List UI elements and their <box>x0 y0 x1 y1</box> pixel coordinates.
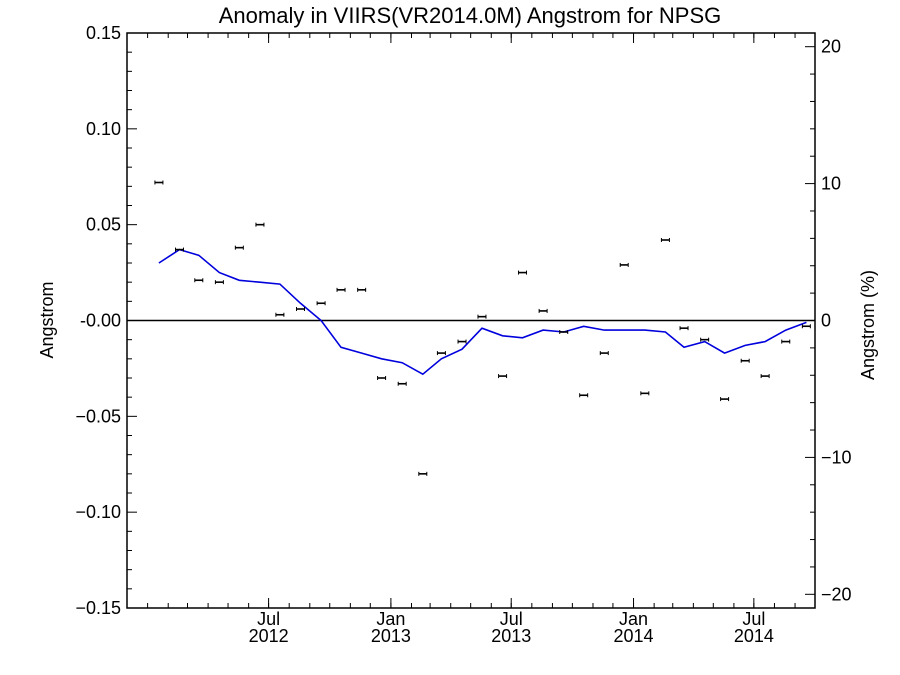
y-tick-label: 0.10 <box>86 119 121 139</box>
x-tick-label-year: 2014 <box>614 626 654 646</box>
x-tick-label-year: 2013 <box>491 626 531 646</box>
x-tick-label-month: Jan <box>619 609 648 629</box>
y-right-tick-label: −10 <box>821 447 852 467</box>
x-tick-label-month: Jan <box>376 609 405 629</box>
series-line <box>158 248 807 376</box>
plot-area: 0.15 0.10 0.05 -0.00 −0.05 −0.10 −0.15 20 10 0 −10… <box>75 23 851 646</box>
y-right-tick-label: 20 <box>821 37 841 57</box>
y-right-tick-label: 0 <box>821 311 831 331</box>
x-tick-label-year: 2013 <box>371 626 411 646</box>
y-tick-label: −0.15 <box>75 598 121 618</box>
y-right-axis-label: Angstrom (%) <box>858 270 878 380</box>
x-tick-label-month: Jul <box>742 609 765 629</box>
x-tick-label-year: 2014 <box>734 626 774 646</box>
y-right-tick-label: −20 <box>821 584 852 604</box>
y-tick-label: −0.10 <box>75 502 121 522</box>
y-tick-label: -0.00 <box>80 311 121 331</box>
y-axis-label: Angstrom <box>37 281 57 358</box>
x-tick-label-month: Jul <box>500 609 523 629</box>
y-tick-label: 0.05 <box>86 215 121 235</box>
y-tick-label: 0.15 <box>86 23 121 43</box>
x-tick-label-year: 2012 <box>249 626 289 646</box>
x-tick-label-month: Jul <box>257 609 280 629</box>
chart-title: Anomaly in VIIRS(VR2014.0M) Angstrom for… <box>219 3 722 28</box>
y-tick-label: −0.05 <box>75 406 121 426</box>
y-right-tick-label: 10 <box>821 174 841 194</box>
